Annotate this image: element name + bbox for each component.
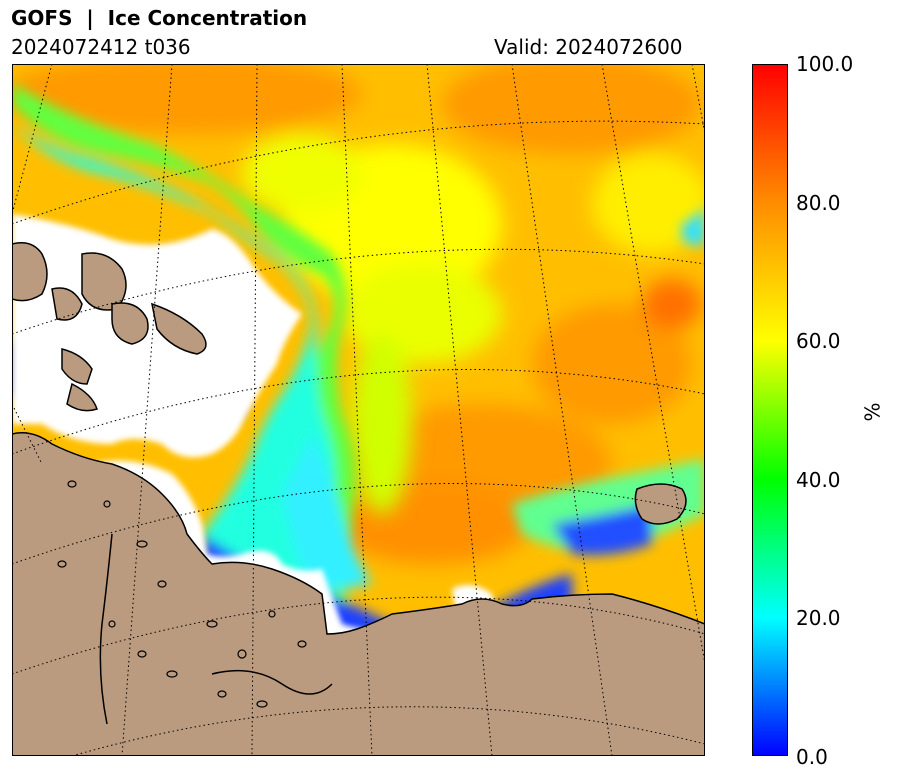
- mainland: [12, 432, 705, 756]
- inland-lakes: [57, 480, 307, 708]
- map-title: GOFS | Ice Concentration: [11, 6, 308, 30]
- valid-time-label: Valid: 2024072600: [494, 35, 683, 59]
- colorbar-tick-20: 20.0: [796, 606, 841, 630]
- river: [99, 533, 333, 725]
- colorbar: [752, 64, 788, 756]
- colorbar-tick-80: 80.0: [796, 191, 841, 215]
- colorbar-unit-label: %: [860, 402, 885, 422]
- colorbar-tick-0: 0.0: [796, 745, 828, 769]
- colorbar-tick-60: 60.0: [796, 329, 841, 353]
- colorbar-tick-100: 100.0: [796, 52, 854, 76]
- run-time-label: 2024072412 t036: [11, 35, 191, 59]
- graticule: [12, 64, 705, 756]
- ice-concentration-map: [12, 64, 705, 756]
- map-frame: [12, 64, 705, 756]
- moderate-concentration-areas: [242, 134, 705, 514]
- northern-islands: [12, 242, 687, 525]
- colorbar-tick-40: 40.0: [796, 468, 841, 492]
